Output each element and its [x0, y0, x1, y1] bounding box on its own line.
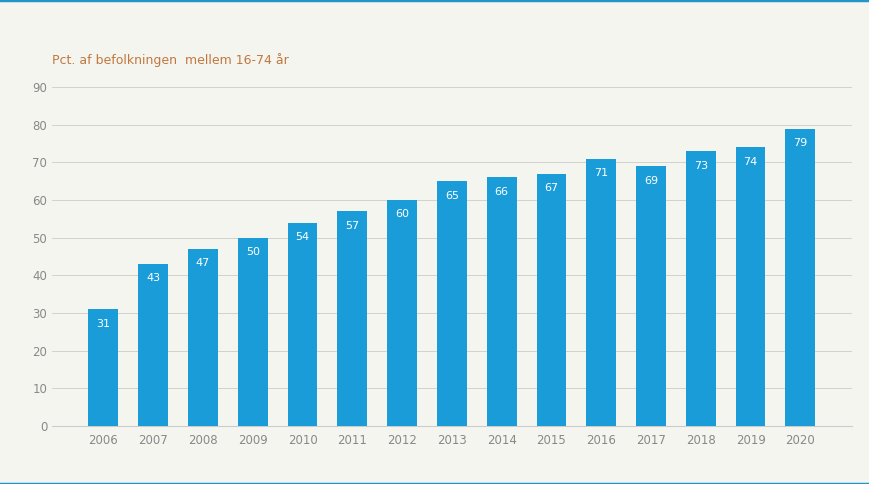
Text: Pct. af befolkningen  mellem 16-74 år: Pct. af befolkningen mellem 16-74 år [52, 53, 289, 67]
Bar [587, 159, 616, 426]
Bar [437, 181, 467, 426]
Text: 74: 74 [744, 157, 758, 167]
Bar [337, 212, 368, 426]
Text: 47: 47 [196, 258, 210, 269]
Bar [138, 264, 168, 426]
Bar [686, 151, 716, 426]
Text: 65: 65 [445, 191, 459, 201]
Bar [188, 249, 218, 426]
Text: 79: 79 [793, 138, 807, 148]
Text: 69: 69 [644, 176, 658, 185]
Bar [636, 166, 666, 426]
Text: 43: 43 [146, 273, 160, 284]
Text: 57: 57 [345, 221, 360, 231]
Bar [288, 223, 317, 426]
Text: 67: 67 [544, 183, 559, 193]
Text: 54: 54 [295, 232, 309, 242]
Bar [736, 147, 766, 426]
Bar [536, 174, 567, 426]
Bar [487, 178, 516, 426]
Bar [786, 129, 815, 426]
Text: 66: 66 [494, 187, 508, 197]
Text: 60: 60 [395, 210, 409, 219]
Text: 31: 31 [96, 318, 110, 329]
Text: 71: 71 [594, 168, 608, 178]
Bar [388, 200, 417, 426]
Bar [238, 238, 268, 426]
Text: 73: 73 [693, 161, 708, 170]
Bar [89, 309, 118, 426]
Text: 50: 50 [246, 247, 260, 257]
